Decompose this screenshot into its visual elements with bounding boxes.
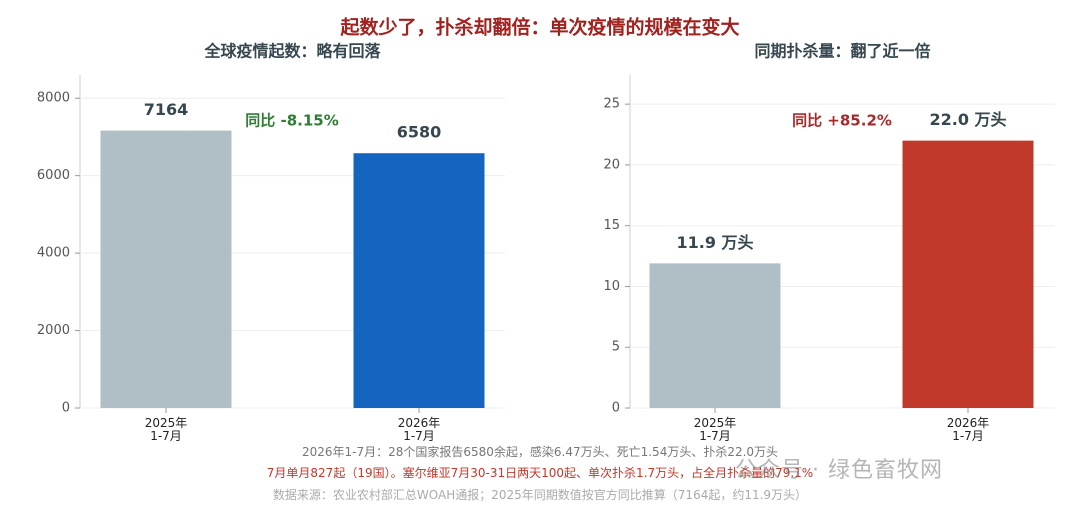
- y-tick-label: 5: [612, 340, 620, 355]
- bar: [902, 140, 1034, 408]
- chart-title: 全球疫情起数：略有回落: [203, 42, 381, 61]
- watermark: 公众号 · 绿色畜牧网: [735, 458, 943, 483]
- y-tick-label: 20: [603, 157, 620, 172]
- note: 2026年1-7月：28个国家报告6580余起，感染6.47万头、死亡1.54万…: [301, 445, 779, 459]
- value-label: 11.9 万头: [676, 233, 753, 252]
- y-tick-label: 4000: [37, 246, 70, 261]
- bar: [353, 153, 485, 408]
- bar: [100, 130, 232, 408]
- y-tick-label: 10: [603, 279, 620, 294]
- x-tick-label: 2025年 1-7月: [693, 416, 737, 443]
- y-tick-label: 2000: [37, 323, 70, 338]
- y-tick-label: 0: [612, 401, 620, 416]
- x-tick-label: 2026年 1-7月: [946, 416, 990, 443]
- y-tick-label: 0: [62, 401, 70, 416]
- main-title: 起数少了，扑杀却翻倍：单次疫情的规模在变大: [339, 16, 739, 39]
- x-tick-label: 2025年 1-7月: [144, 416, 188, 443]
- y-tick-label: 6000: [37, 168, 70, 183]
- bar: [649, 263, 781, 408]
- annotation: 同比 -8.15%: [245, 112, 339, 130]
- annotation: 同比 +85.2%: [792, 112, 892, 130]
- value-label: 7164: [144, 100, 189, 119]
- y-tick-label: 8000: [37, 91, 70, 106]
- chart-title: 同期扑杀量：翻了近一倍: [754, 42, 930, 61]
- value-label: 6580: [397, 123, 442, 142]
- note: 数据来源：农业农村部汇总WOAH通报；2025年同期数值按官方同比推算（7164…: [272, 488, 808, 502]
- x-tick-label: 2026年 1-7月: [397, 416, 441, 443]
- y-tick-label: 15: [603, 218, 620, 233]
- y-tick-label: 25: [603, 97, 620, 112]
- note: 7月单月827起（19国）。塞尔维亚7月30-31日两天100起、单次扑杀1.7…: [266, 466, 814, 480]
- value-label: 22.0 万头: [929, 110, 1006, 129]
